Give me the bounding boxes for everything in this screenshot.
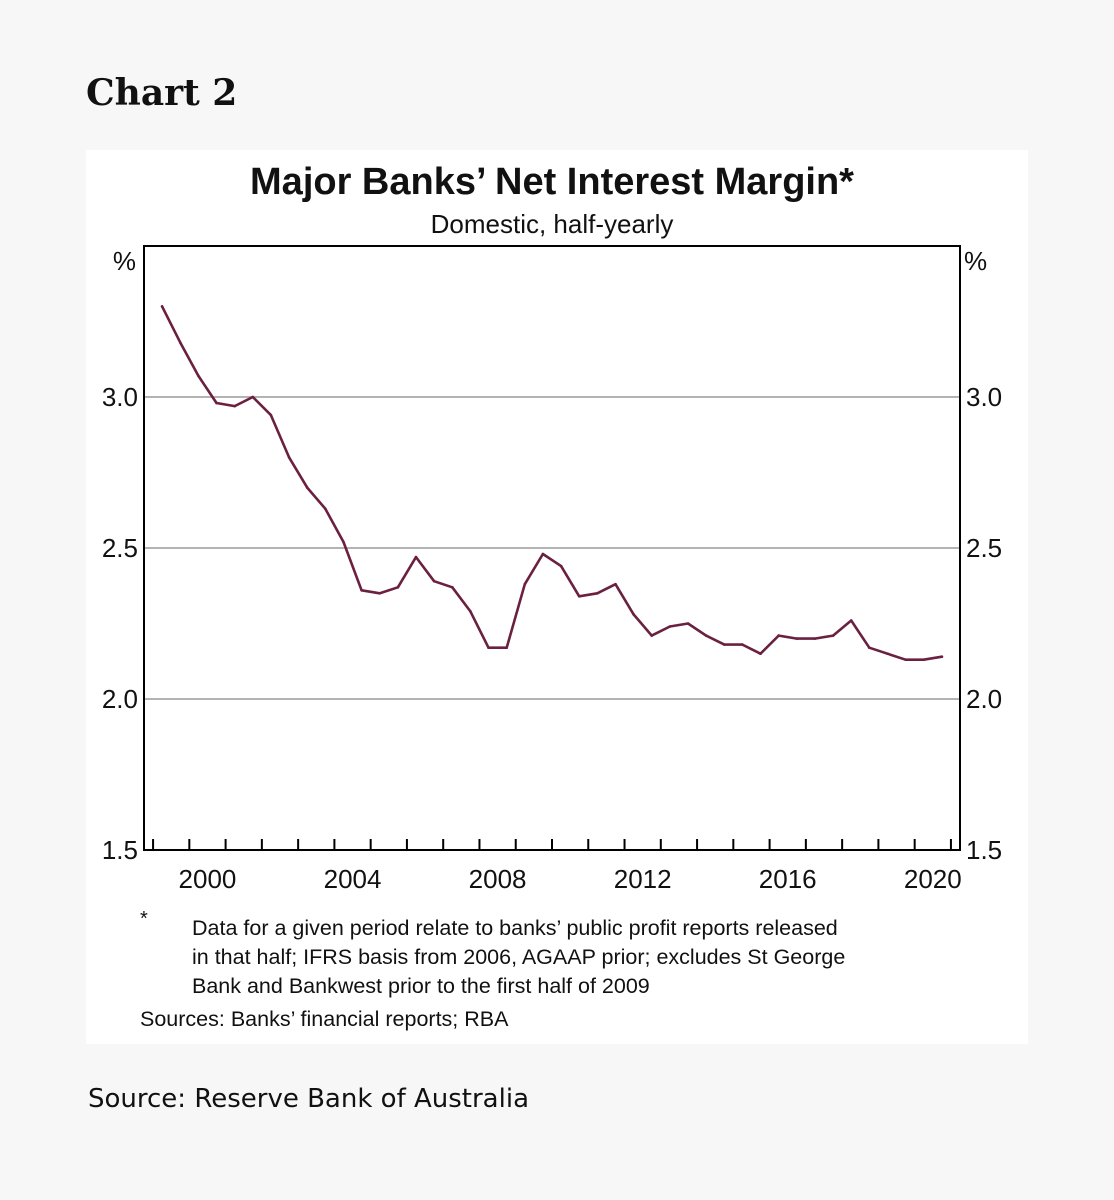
data-point [396, 586, 400, 589]
axis-labels: 1.5 1.5 2.0 2.0 2.5 2.5 3.0 3.0 2000 2004 2008 2012… [102, 382, 1002, 894]
data-point [505, 646, 509, 649]
data-point [795, 637, 799, 640]
net-interest-margin-chart: Major Banks’ Net Interest Margin* Domest… [102, 161, 1002, 894]
y-tick-label-left: 3.0 [102, 382, 138, 412]
series-line [160, 305, 944, 662]
y-tick-label-right: 1.5 [966, 835, 1002, 865]
data-point [849, 619, 853, 622]
data-point [305, 486, 309, 489]
data-point [342, 540, 345, 544]
data-point [704, 634, 708, 637]
x-tick-label: 2008 [469, 864, 527, 894]
footnote-line: in that half; IFRS basis from 2006, AGAA… [192, 945, 846, 969]
data-point [269, 413, 273, 417]
data-point [324, 507, 327, 511]
data-point [614, 582, 617, 586]
axis-ticks [152, 839, 952, 850]
footnote-text: Data for a given period relate to banks’… [192, 914, 972, 1001]
data-point [197, 374, 200, 378]
data-point [215, 401, 218, 405]
data-point [940, 655, 944, 658]
footnote-line: Bank and Bankwest prior to the first hal… [192, 974, 650, 998]
series-layer [160, 305, 944, 662]
y-tick-label-left: 1.5 [102, 835, 138, 865]
data-point [577, 595, 581, 598]
data-point [559, 564, 563, 568]
x-tick-label: 2016 [759, 864, 817, 894]
data-point [813, 637, 817, 640]
data-point [541, 552, 545, 556]
gridlines [144, 396, 960, 700]
data-point [831, 634, 835, 637]
data-point [686, 622, 690, 625]
chart-caption: Chart 2 [86, 72, 238, 114]
data-point [451, 586, 454, 589]
data-point [868, 646, 871, 649]
chart-panel: Major Banks’ Net Interest Margin* Domest… [86, 150, 1028, 1044]
data-point [741, 643, 744, 646]
chart-subtitle: Domestic, half-yearly [431, 209, 674, 239]
x-tick-label: 2020 [904, 864, 962, 894]
data-point [596, 592, 599, 595]
data-point [360, 589, 363, 592]
right-axis-unit: % [964, 246, 987, 276]
y-tick-label-right: 2.5 [966, 533, 1002, 563]
chart-title: Major Banks’ Net Interest Margin* [250, 161, 854, 203]
data-point [487, 646, 490, 649]
footnote-marker: * [140, 908, 148, 930]
footnote-line: Data for a given period relate to banks’… [192, 916, 838, 940]
y-tick-label-left: 2.0 [102, 684, 138, 714]
data-point [759, 652, 762, 655]
data-point [287, 456, 291, 459]
x-tick-label: 2000 [179, 864, 237, 894]
data-point [378, 592, 382, 595]
left-axis-unit: % [113, 246, 136, 276]
data-point [523, 582, 527, 586]
data-point [668, 625, 672, 628]
data-point [432, 579, 436, 583]
chart-sources: Sources: Banks’ financial reports; RBA [140, 1007, 509, 1031]
data-point [160, 305, 164, 308]
source-credit: Source: Reserve Bank of Australia [88, 1084, 529, 1114]
x-tick-label: 2012 [614, 864, 672, 894]
data-point [922, 658, 925, 661]
x-tick-label: 2004 [324, 864, 382, 894]
y-tick-label-right: 3.0 [966, 382, 1002, 412]
data-point [777, 634, 780, 637]
y-tick-label-left: 2.5 [102, 533, 138, 563]
data-point [632, 613, 635, 616]
data-point [886, 652, 889, 655]
data-point [650, 634, 653, 637]
data-point [251, 395, 255, 399]
y-tick-label-right: 2.0 [966, 684, 1002, 714]
data-point [904, 658, 907, 661]
data-point [233, 404, 236, 408]
data-point [414, 555, 418, 559]
data-point [723, 643, 726, 646]
data-point [469, 610, 472, 613]
data-point [179, 341, 182, 344]
